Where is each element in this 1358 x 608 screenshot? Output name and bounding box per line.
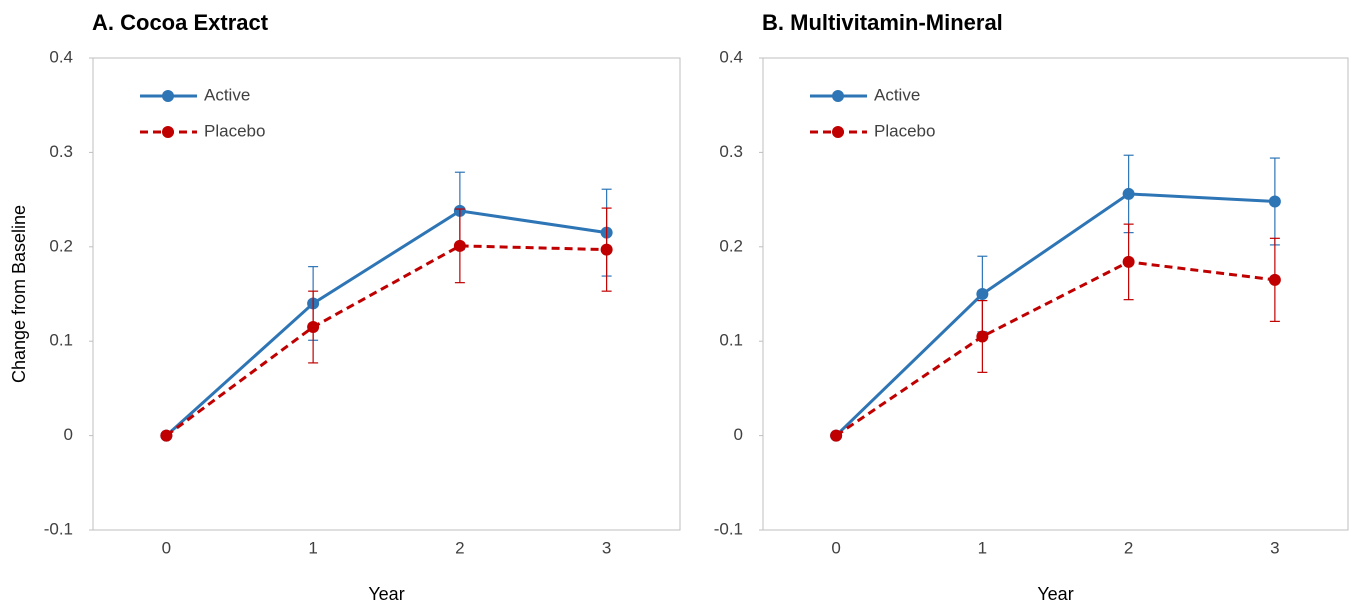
plot-frame [762, 57, 1349, 531]
data-point [1268, 273, 1281, 286]
data-point [1122, 187, 1135, 200]
data-point [1122, 255, 1135, 268]
data-point [830, 429, 843, 442]
series-line [835, 260, 1276, 437]
data-point [976, 330, 989, 343]
data-point [976, 288, 989, 300]
y-tick-label: 0.1 [49, 331, 73, 350]
y-tick-label: 0.4 [49, 47, 73, 66]
chart-title: B. Multivitamin-Mineral [762, 10, 1003, 35]
y-axis-label: Change from Baseline [9, 205, 29, 383]
series-line [165, 209, 607, 437]
y-tick-label: 0.4 [719, 47, 743, 66]
legend-label: Placebo [874, 121, 935, 140]
data-point [307, 321, 320, 334]
data-point [160, 429, 173, 442]
y-tick-label: 0.1 [719, 331, 743, 350]
x-axis-label: Year [368, 584, 404, 604]
y-tick-label: -0.1 [44, 519, 73, 538]
x-tick-label: 0 [831, 538, 840, 557]
legend-marker [162, 90, 174, 102]
x-tick-label: 2 [1124, 538, 1133, 557]
y-tick-label: -0.1 [714, 519, 743, 538]
x-tick-label: 3 [1270, 538, 1279, 557]
data-point [600, 243, 613, 256]
legend-label: Active [204, 85, 250, 104]
y-tick-label: 0.2 [49, 236, 73, 255]
plot-frame [92, 57, 681, 531]
chart-title: A. Cocoa Extract [92, 10, 269, 35]
legend-marker [832, 90, 844, 102]
y-tick-label: 0.3 [719, 142, 743, 161]
legend-label: Placebo [204, 121, 265, 140]
legend-marker [162, 126, 174, 138]
data-point [453, 239, 466, 252]
x-tick-label: 3 [602, 538, 611, 557]
series-line [165, 244, 607, 437]
x-axis-label: Year [1037, 584, 1073, 604]
data-point [1268, 195, 1281, 208]
y-tick-label: 0 [64, 425, 73, 444]
y-tick-label: 0 [734, 425, 743, 444]
x-tick-label: 1 [978, 538, 987, 557]
y-tick-label: 0.3 [49, 142, 73, 161]
legend-marker [832, 126, 844, 138]
y-tick-label: 0.2 [719, 236, 743, 255]
series-line [835, 192, 1275, 437]
x-tick-label: 2 [455, 538, 464, 557]
x-tick-label: 0 [162, 538, 171, 557]
x-tick-label: 1 [308, 538, 317, 557]
legend-label: Active [874, 85, 920, 104]
